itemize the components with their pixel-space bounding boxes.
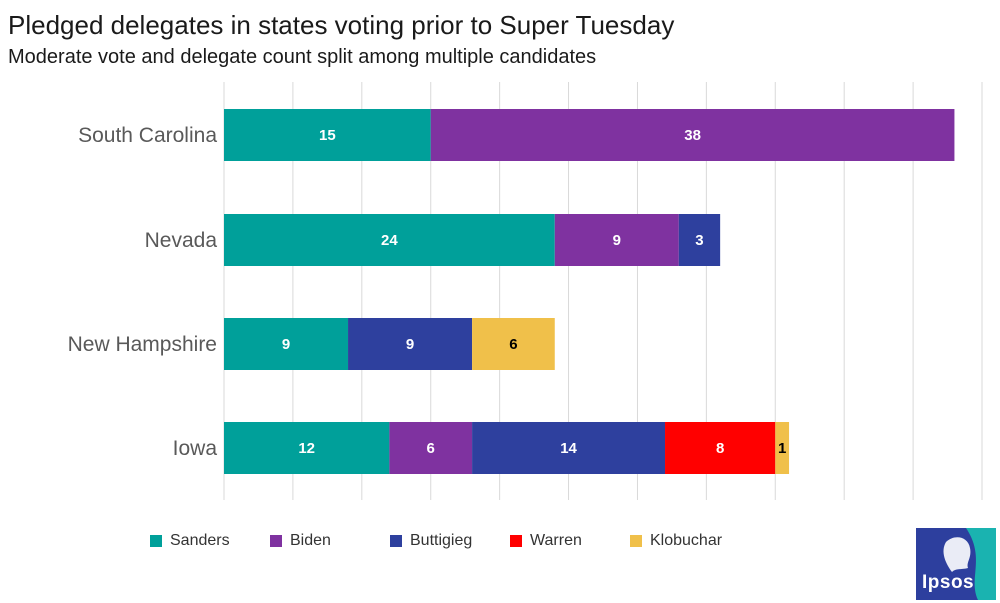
data-label: 3 [695,232,703,249]
chart-legend: Sanders Biden Buttigieg Warren Klobuchar [150,532,790,554]
legend-label: Klobuchar [650,532,723,549]
legend-item: Biden [270,532,331,550]
ipsos-logo-icon [943,528,996,600]
legend-item: Warren [510,532,582,550]
ipsos-logo: Ipsos [916,528,996,600]
legend-swatch [270,535,282,547]
legend-label: Biden [290,532,331,549]
data-label: 6 [427,440,435,457]
legend-item: Sanders [150,532,230,550]
ipsos-logo-text: Ipsos [922,572,975,593]
data-label: 14 [560,440,577,457]
chart-title: Pledged delegates in states voting prior… [8,10,675,40]
data-label: 8 [716,440,724,457]
stacked-bar-chart: South Carolina 15 38 Nevada 24 9 3 New Hampshir… [68,82,983,500]
data-label: 1 [778,440,786,457]
legend-swatch [630,535,642,547]
bar-segment [472,318,555,370]
legend-label: Sanders [170,532,230,549]
data-label: 6 [509,336,517,353]
legend-label: Warren [530,532,582,549]
bar-segment [472,422,666,474]
data-label: 38 [684,127,701,144]
data-label: 9 [613,232,621,249]
bar-segment [224,214,555,266]
legend-swatch [510,535,522,547]
bar-segment [224,422,390,474]
bar-segment [224,318,349,370]
bar-segment [554,214,679,266]
bar-segment [224,109,431,161]
data-label: 15 [319,127,336,144]
data-label: 12 [298,440,315,457]
bar-segment [430,109,955,161]
bar-segment [678,214,721,266]
legend-item: Klobuchar [630,532,722,550]
legend-swatch [390,535,402,547]
legend-swatch [150,535,162,547]
bar-segment [665,422,776,474]
category-label: South Carolina [78,124,217,147]
legend-label: Buttigieg [410,532,473,549]
data-label: 9 [406,336,414,353]
category-label: Nevada [145,229,218,252]
chart-subtitle: Moderate vote and delegate count split a… [8,46,597,68]
legend-item: Buttigieg [390,532,472,550]
bar-segment [775,422,790,474]
bar-segment [348,318,473,370]
data-label: 9 [282,336,290,353]
category-label: Iowa [173,437,218,460]
bar-segment [389,422,473,474]
data-label: 24 [381,232,398,249]
category-label: New Hampshire [68,333,217,356]
